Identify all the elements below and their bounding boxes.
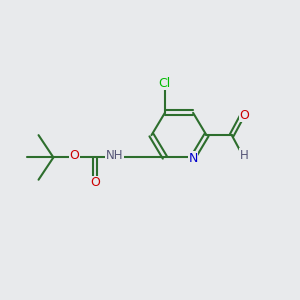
Text: NH: NH <box>106 148 123 162</box>
Text: H: H <box>240 148 249 162</box>
Text: Cl: Cl <box>159 76 171 90</box>
Text: O: O <box>90 176 100 189</box>
Text: N: N <box>188 152 198 164</box>
Text: O: O <box>69 149 79 162</box>
Text: O: O <box>239 109 249 122</box>
